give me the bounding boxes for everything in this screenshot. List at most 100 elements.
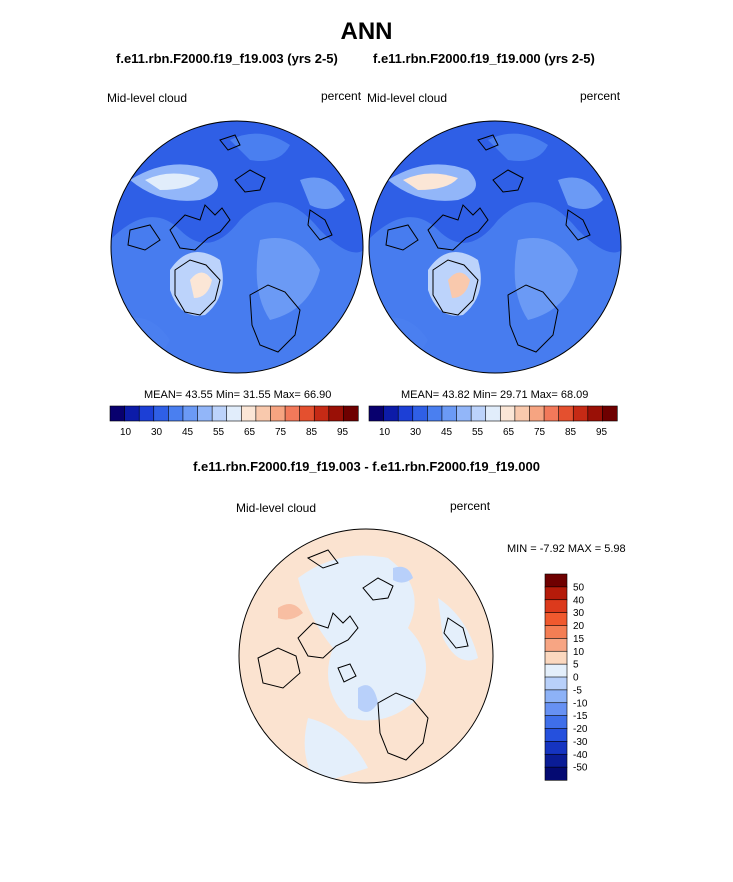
right-colorbar-swatch [412, 405, 428, 422]
left-colorbar-swatch [240, 405, 257, 422]
right-colorbar-swatch [441, 405, 458, 422]
left-colorbar-tick-label: 30 [151, 427, 163, 438]
difference-polar-map [238, 528, 494, 784]
left-polar-map [110, 120, 364, 374]
left-colorbar-swatch [313, 405, 330, 422]
difference-colorbar-swatch [544, 741, 568, 755]
left-colorbar-tick-label: 85 [306, 427, 318, 438]
difference-colorbar-tick-label: -20 [573, 724, 588, 735]
left-panel-stats: MEAN= 43.55 Min= 31.55 Max= 66.90 [144, 389, 332, 401]
left-colorbar-swatch [197, 405, 213, 422]
difference-colorbar-tick-label: 20 [573, 621, 585, 632]
right-colorbar-tick-label: 65 [503, 427, 515, 438]
difference-colorbar-tick-label: 40 [573, 595, 585, 606]
difference-colorbar-tick-label: 15 [573, 634, 585, 645]
right-colorbar-swatch [499, 405, 516, 422]
left-colorbar-swatch [138, 405, 155, 422]
left-colorbar-swatch [343, 405, 359, 422]
right-colorbar-swatch [456, 405, 472, 422]
right-colorbar-swatch [485, 405, 501, 422]
left-colorbar-tick-label: 45 [182, 427, 194, 438]
right-colorbar-swatch [543, 405, 560, 422]
left-colorbar-tick-label: 10 [120, 427, 132, 438]
left-panel-variable-label: Mid-level cloud [107, 91, 188, 105]
difference-units-label: percent [450, 499, 491, 513]
difference-colorbar-swatch [544, 702, 568, 717]
left-colorbar-swatch [226, 405, 242, 422]
difference-title: f.e11.rbn.F2000.f19_f19.003 - f.e11.rbn.… [193, 459, 540, 474]
right-colorbar-swatch [470, 405, 487, 422]
difference-colorbar-tick-label: 10 [573, 647, 585, 658]
right-colorbar-tick-label: 75 [534, 427, 546, 438]
difference-colorbar-swatch [544, 625, 568, 639]
left-panel-units-label: percent [321, 89, 362, 103]
difference-colorbar-tick-label: -30 [573, 737, 588, 748]
right-colorbar-swatch [397, 405, 414, 422]
difference-colorbar-swatch [544, 638, 568, 652]
difference-variable-label: Mid-level cloud [236, 501, 317, 515]
right-colorbar-swatch [514, 405, 531, 422]
difference-colorbar-swatch [544, 573, 568, 588]
left-colorbar-tick-label: 75 [275, 427, 287, 438]
left-colorbar-tick-label: 65 [244, 427, 256, 438]
right-colorbar-tick-label: 55 [472, 427, 484, 438]
left-colorbar-tick-label: 55 [213, 427, 225, 438]
right-panel-case-title: f.e11.rbn.F2000.f19_f19.000 (yrs 2-5) [373, 51, 595, 66]
right-colorbar-swatch [427, 405, 443, 422]
left-colorbar-swatch [168, 405, 184, 422]
difference-colorbar-swatch [544, 676, 568, 691]
difference-colorbar-swatch [544, 728, 568, 742]
left-colorbar-swatch [124, 405, 140, 422]
difference-colorbar-swatch [544, 612, 568, 627]
difference-colorbar-swatch [544, 715, 568, 730]
right-colorbar-tick-label: 10 [379, 427, 391, 438]
difference-colorbar-tick-label: -5 [573, 685, 582, 696]
right-colorbar: 10 30 45 55 65 75 85 95 [368, 405, 618, 438]
difference-colorbar-tick-label: -15 [573, 711, 588, 722]
left-colorbar: 10 30 45 55 65 75 85 95 [109, 405, 359, 438]
right-colorbar-swatch [383, 405, 399, 422]
difference-colorbar-swatch [544, 650, 568, 665]
right-colorbar-swatch [529, 405, 545, 422]
right-colorbar-swatch [572, 405, 589, 422]
difference-colorbar-swatch [544, 599, 568, 614]
difference-colorbar-swatch [544, 663, 568, 678]
left-colorbar-swatch [270, 405, 286, 422]
right-colorbar-tick-label: 95 [596, 427, 608, 438]
right-colorbar-swatch [602, 405, 618, 422]
left-colorbar-swatch [182, 405, 199, 422]
left-colorbar-swatch [299, 405, 315, 422]
right-colorbar-tick-label: 85 [565, 427, 577, 438]
right-colorbar-swatch [368, 405, 385, 422]
figure-title: ANN [340, 18, 393, 45]
left-colorbar-tick-label: 95 [337, 427, 349, 438]
difference-minmax: MIN = -7.92 MAX = 5.98 [507, 543, 626, 555]
left-colorbar-swatch [109, 405, 126, 422]
right-polar-map [368, 120, 622, 374]
difference-colorbar-tick-label: 50 [573, 582, 585, 593]
right-colorbar-swatch [587, 405, 604, 422]
left-colorbar-swatch [211, 405, 228, 422]
difference-colorbar-swatch [544, 689, 568, 704]
difference-colorbar-swatch [544, 766, 568, 781]
difference-colorbar-tick-label: 5 [573, 660, 579, 671]
difference-colorbar-tick-label: 30 [573, 608, 585, 619]
right-colorbar-tick-label: 45 [441, 427, 453, 438]
right-panel-variable-label: Mid-level cloud [367, 91, 448, 105]
difference-colorbar-tick-label: -10 [573, 698, 588, 709]
left-panel-case-title: f.e11.rbn.F2000.f19_f19.003 (yrs 2-5) [116, 51, 338, 66]
difference-colorbar-swatch [544, 586, 568, 601]
right-colorbar-tick-label: 30 [410, 427, 422, 438]
difference-colorbar-swatch [544, 753, 568, 768]
difference-colorbar-tick-label: -40 [573, 750, 588, 761]
difference-colorbar-tick-label: -50 [573, 763, 588, 774]
left-colorbar-swatch [255, 405, 272, 422]
right-panel-stats: MEAN= 43.82 Min= 29.71 Max= 68.09 [401, 389, 589, 401]
left-colorbar-swatch [153, 405, 169, 422]
difference-colorbar-tick-label: 0 [573, 673, 579, 684]
right-panel-units-label: percent [580, 89, 621, 103]
right-colorbar-swatch [558, 405, 574, 422]
left-colorbar-swatch [328, 405, 345, 422]
left-colorbar-swatch [284, 405, 301, 422]
